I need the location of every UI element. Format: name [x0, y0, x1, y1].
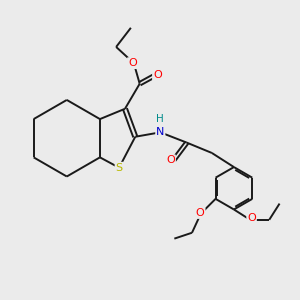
Text: O: O [247, 213, 256, 223]
Text: S: S [116, 163, 123, 173]
Text: O: O [128, 58, 137, 68]
Text: H: H [156, 114, 164, 124]
Text: O: O [166, 155, 175, 165]
Text: N: N [156, 127, 164, 137]
Text: O: O [153, 70, 162, 80]
Text: O: O [196, 208, 205, 218]
